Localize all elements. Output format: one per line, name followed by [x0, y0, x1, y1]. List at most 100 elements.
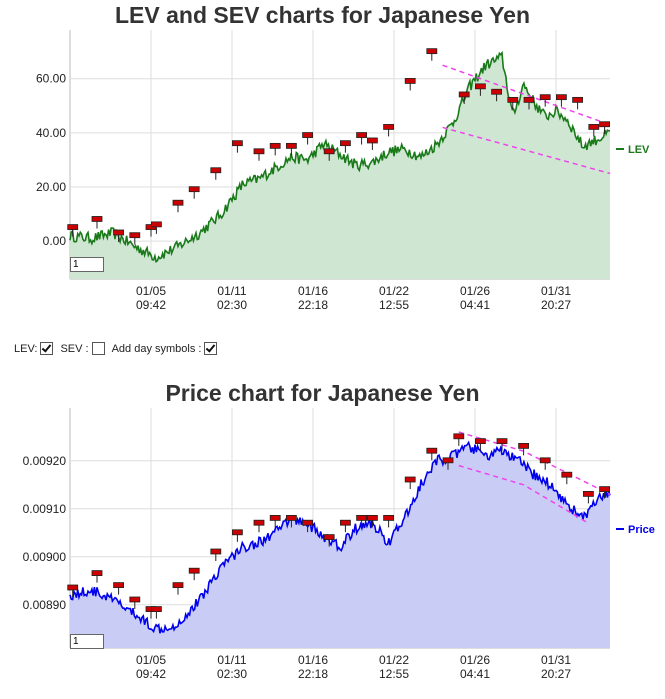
- day-symbol: [302, 132, 314, 138]
- trendline: [442, 126, 611, 175]
- x-tick-label: 01/05: [136, 284, 166, 298]
- x-tick-label: 01/11: [217, 284, 246, 298]
- x-tick-label: 01/31: [541, 653, 571, 667]
- day-symbol: [172, 199, 184, 206]
- day-symbol: [323, 148, 335, 155]
- day-symbol: [188, 567, 200, 574]
- series-area: [70, 442, 610, 648]
- x-tick-label: 09:42: [136, 298, 166, 312]
- day-symbol: [404, 78, 416, 84]
- lev-toggle-label: LEV:: [14, 342, 38, 355]
- day-symbol: [172, 582, 184, 589]
- x-tick-label: 04:41: [460, 298, 490, 312]
- day-symbol: [188, 186, 200, 193]
- day-symbol: [129, 232, 141, 239]
- x-tick-label: 01/05: [136, 653, 166, 667]
- day-symbol: [572, 96, 583, 103]
- day-symbol: [150, 221, 162, 228]
- day-symbols-checkbox[interactable]: [204, 342, 218, 355]
- x-tick-label: 01/11: [217, 653, 246, 667]
- sev-checkbox[interactable]: [91, 342, 105, 355]
- day-symbol: [253, 519, 265, 526]
- day-symbol: [285, 142, 297, 149]
- legend-label: LEV: [628, 144, 650, 156]
- day-symbol: [583, 491, 594, 497]
- day-symbol: [91, 570, 103, 577]
- day-symbol: [366, 137, 378, 144]
- x-tick-label: 22:18: [298, 298, 328, 312]
- day-symbol: [404, 476, 416, 483]
- x-tick-label: 01/22: [379, 284, 409, 298]
- day-symbol: [67, 224, 79, 230]
- day-symbol: [67, 584, 79, 591]
- day-symbol: [366, 515, 378, 521]
- y-tick-label: 40.00: [36, 126, 66, 140]
- sev-toggle-label: SEV :: [60, 342, 89, 355]
- day-symbol: [458, 91, 470, 98]
- x-tick-label: 01/22: [379, 653, 409, 667]
- day-symbol: [383, 124, 395, 130]
- y-tick-label: 0.00900: [23, 550, 67, 564]
- day-symbol: [599, 486, 610, 492]
- day-symbol: [231, 140, 243, 147]
- day-symbol: [491, 88, 503, 95]
- day-symbol: [474, 438, 486, 444]
- x-tick-label: 01/16: [298, 284, 328, 298]
- day-symbol: [210, 548, 222, 555]
- x-tick-label: 12:55: [379, 298, 409, 312]
- day-symbol: [539, 94, 551, 101]
- day-symbol: [442, 457, 454, 464]
- x-tick-label: 01/31: [541, 284, 571, 298]
- price-page-input[interactable]: 1: [70, 634, 104, 649]
- lev-page-input[interactable]: 1: [70, 257, 104, 272]
- x-tick-label: 01/26: [460, 284, 490, 298]
- day-symbol: [150, 606, 162, 613]
- day-symbol: [356, 515, 368, 521]
- day-symbol: [539, 457, 551, 464]
- x-tick-label: 12:55: [379, 667, 409, 681]
- day-symbol: [518, 443, 529, 449]
- day-symbol: [339, 140, 351, 147]
- y-tick-label: 0.00890: [23, 598, 67, 612]
- day-symbol: [339, 519, 351, 526]
- x-tick-label: 02:30: [217, 298, 247, 312]
- x-tick-label: 09:42: [136, 667, 166, 681]
- day-symbol: [453, 433, 465, 440]
- day-symbol: [507, 96, 519, 103]
- day-symbol: [561, 471, 573, 478]
- x-tick-label: 20:27: [541, 667, 571, 681]
- trendline: [442, 64, 611, 126]
- day-symbol: [599, 121, 610, 128]
- day-symbol: [210, 167, 222, 174]
- day-symbol: [253, 148, 265, 155]
- legend-label: Price: [628, 524, 655, 536]
- x-tick-label: 20:27: [541, 298, 571, 312]
- day-symbol: [383, 515, 395, 521]
- day-symbol: [474, 83, 486, 90]
- day-symbol: [588, 124, 600, 130]
- day-symbol: [323, 534, 335, 541]
- day-symbol: [269, 142, 281, 149]
- trendline: [458, 464, 589, 524]
- day-symbol: [302, 519, 314, 526]
- series-line: [69, 440, 611, 634]
- day-symbol: [113, 229, 124, 236]
- x-tick-label: 02:30: [217, 667, 247, 681]
- day-symbol: [356, 132, 368, 138]
- y-tick-label: 0.00: [43, 234, 67, 248]
- day-symbol: [285, 515, 297, 521]
- y-tick-label: 0.00910: [23, 502, 67, 516]
- day-symbol: [91, 216, 103, 222]
- lev-chart-title: LEV and SEV charts for Japanese Yen: [114, 2, 531, 28]
- lev-checkbox[interactable]: [40, 342, 54, 355]
- series-line: [69, 50, 611, 264]
- day-symbol: [231, 529, 243, 536]
- day-symbol: [523, 96, 535, 103]
- x-tick-label: 01/26: [460, 653, 490, 667]
- x-tick-label: 01/16: [298, 653, 328, 667]
- x-tick-label: 22:18: [298, 667, 328, 681]
- day-symbol: [496, 438, 508, 444]
- y-tick-label: 20.00: [36, 180, 66, 194]
- y-tick-label: 60.00: [36, 72, 66, 86]
